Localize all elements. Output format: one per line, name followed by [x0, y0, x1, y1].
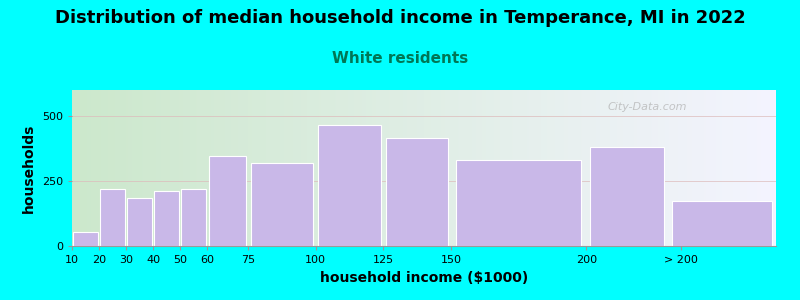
- Bar: [73, 232, 98, 246]
- Bar: [100, 189, 125, 246]
- Bar: [672, 200, 772, 246]
- Bar: [182, 189, 206, 246]
- Bar: [590, 147, 665, 246]
- Bar: [250, 163, 313, 246]
- Text: City-Data.com: City-Data.com: [607, 103, 686, 112]
- X-axis label: household income ($1000): household income ($1000): [320, 271, 528, 285]
- Text: Distribution of median household income in Temperance, MI in 2022: Distribution of median household income …: [54, 9, 746, 27]
- Text: White residents: White residents: [332, 51, 468, 66]
- Bar: [154, 191, 179, 246]
- Y-axis label: households: households: [22, 123, 36, 213]
- Bar: [386, 138, 448, 246]
- Bar: [209, 156, 246, 246]
- Bar: [127, 198, 152, 246]
- Bar: [318, 125, 381, 246]
- Bar: [457, 160, 581, 246]
